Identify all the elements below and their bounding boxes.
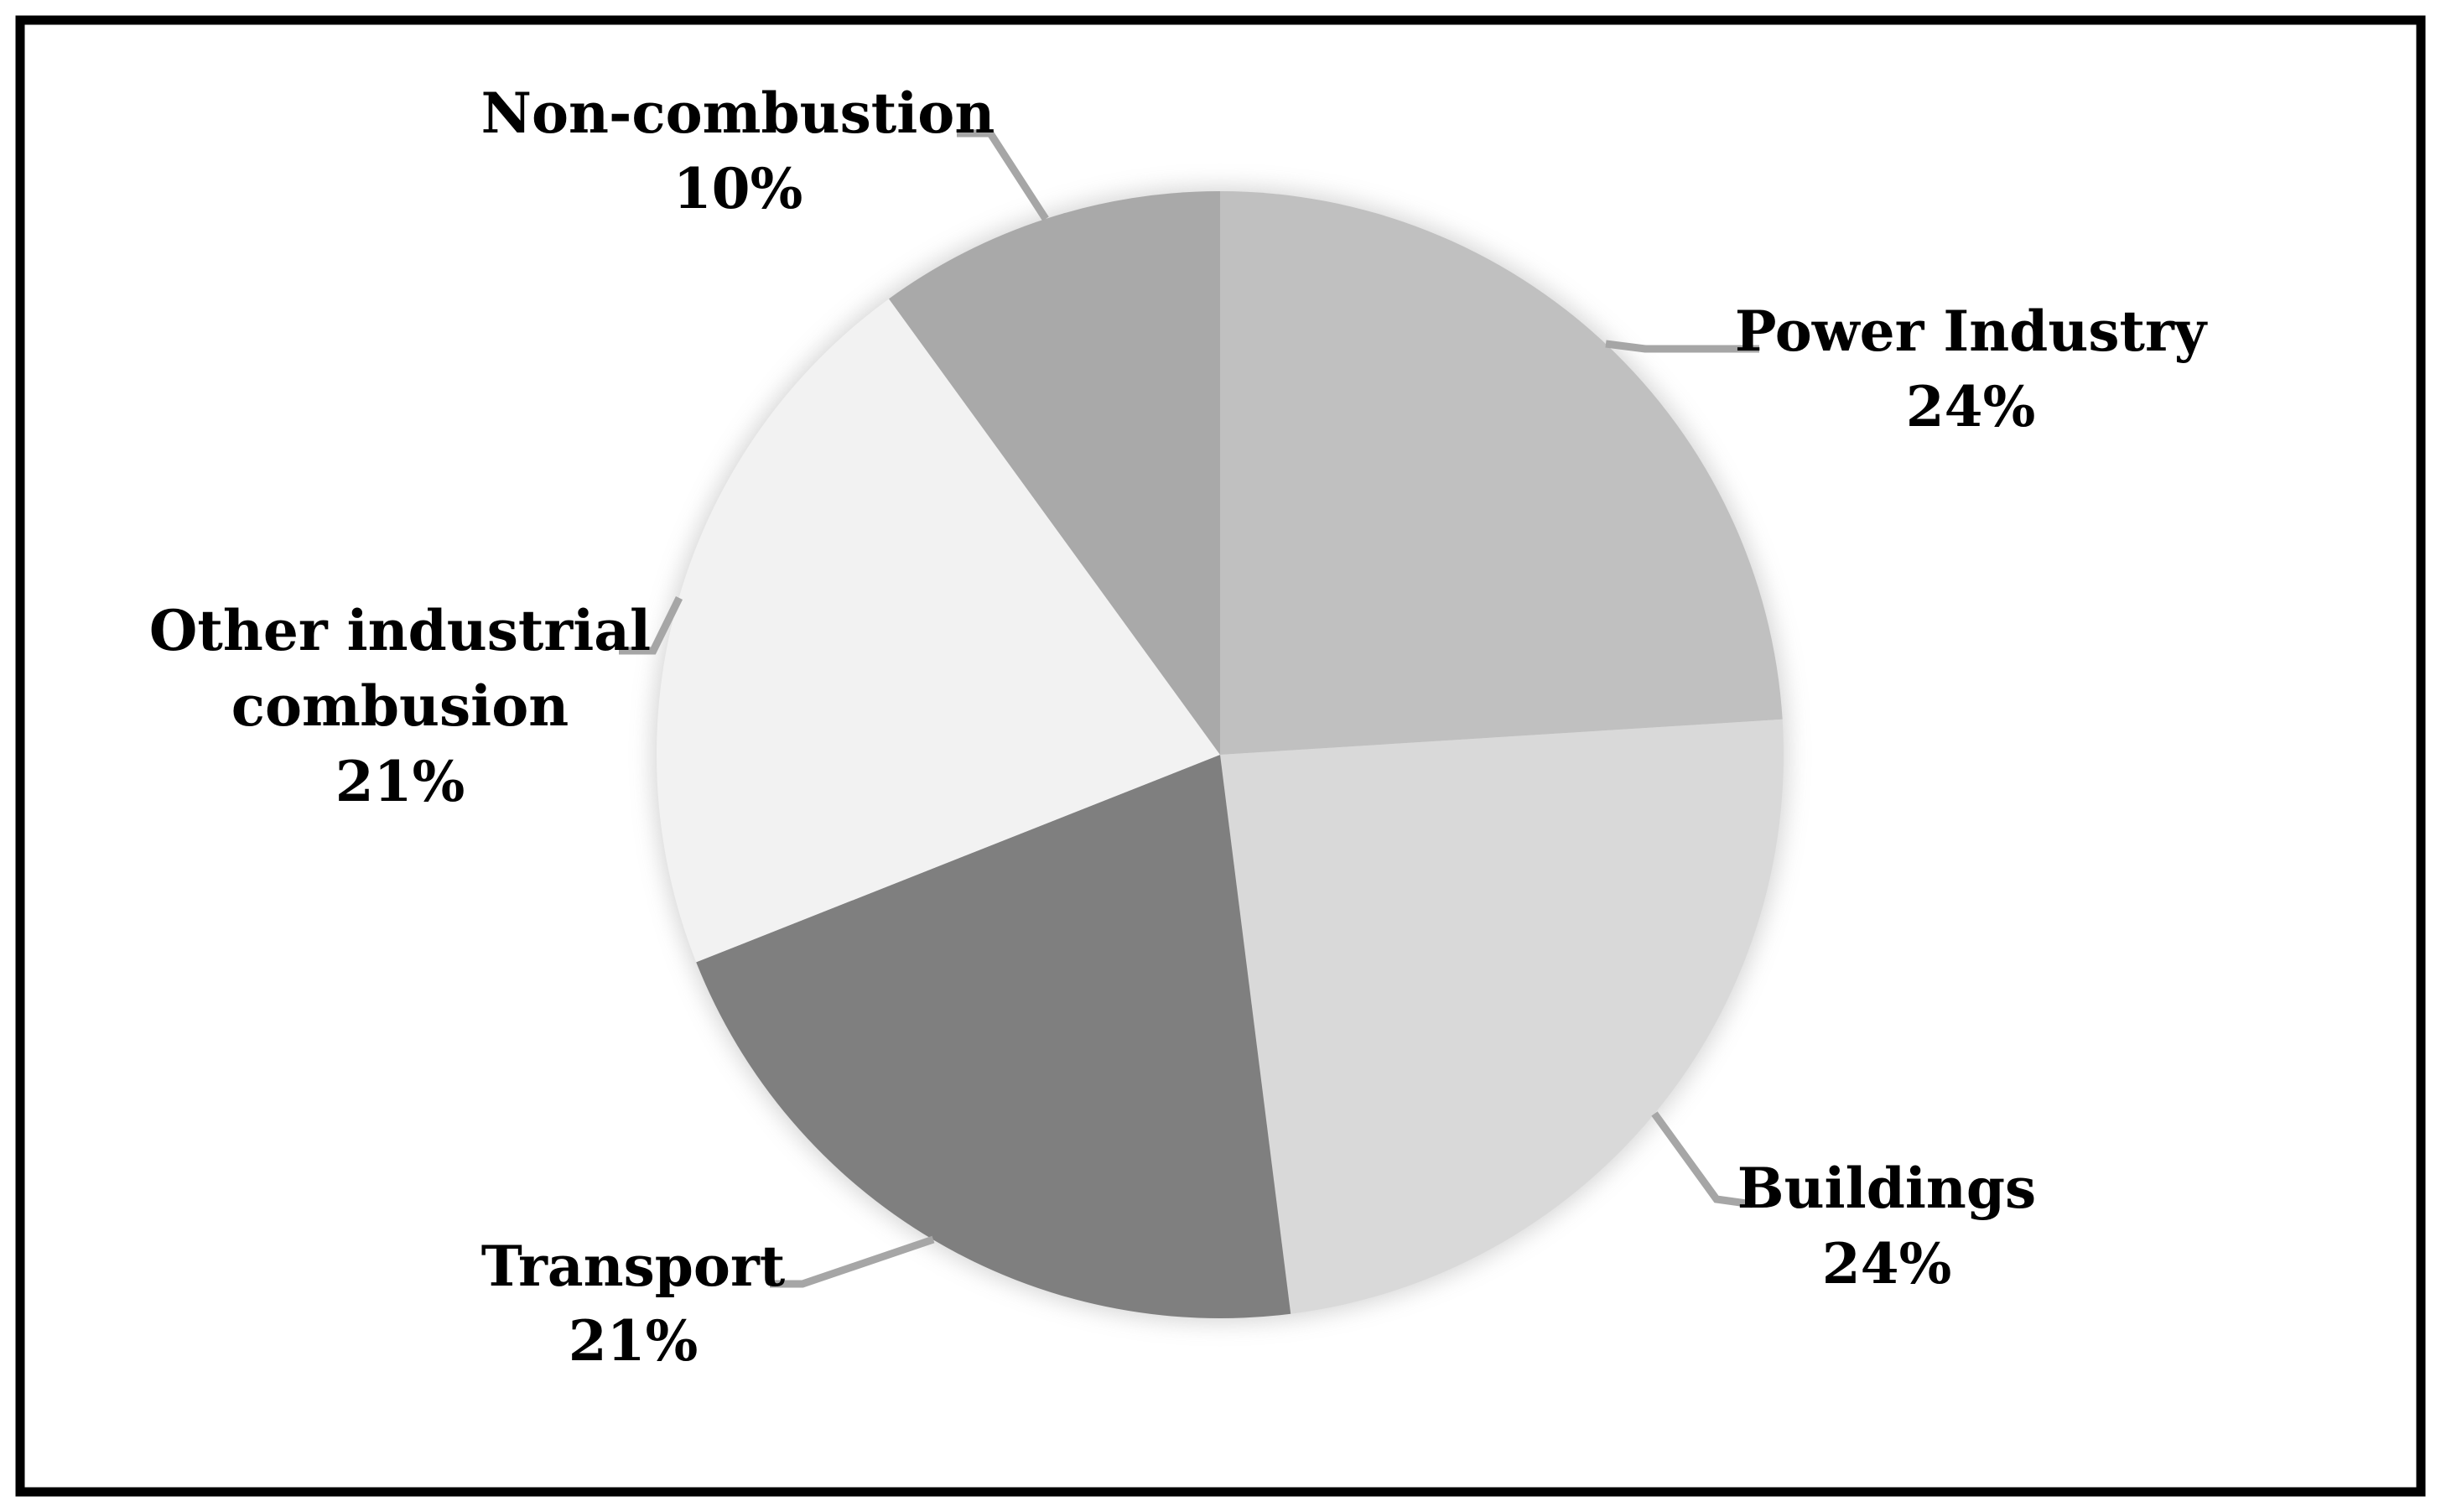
data-label-power-industry: Power Industry 24% [1735, 299, 2208, 439]
leader-lines-group [619, 129, 1759, 1288]
pie-slice-non-combustion [889, 191, 1220, 755]
leader-line-other-industrial-combusion [619, 596, 683, 655]
data-label-other-industrial-combusion: Other industrial combusion 21% [149, 598, 651, 814]
pie-slice-transport [696, 755, 1291, 1318]
pie-slice-other-industrial-combusion [656, 299, 1220, 963]
leader-line-non-combustion [957, 129, 1049, 221]
data-label-non-combustion: Non-combustion 10% [481, 81, 995, 221]
figure-frame [15, 15, 2426, 1497]
data-label-buildings: Buildings 24% [1737, 1156, 2036, 1296]
pie-slice-buildings [1220, 719, 1784, 1314]
leader-line-transport [770, 1235, 935, 1288]
pie-slices-group [656, 191, 1784, 1318]
labels-group: Power Industry 24% Buildings 24% Transport 21… [149, 81, 2208, 1374]
data-label-transport: Transport 21% [481, 1234, 786, 1374]
leader-line-power-industry [1605, 340, 1759, 353]
pie-slice-power-industry [1220, 191, 1783, 755]
leader-line-buildings [1651, 1111, 1753, 1208]
